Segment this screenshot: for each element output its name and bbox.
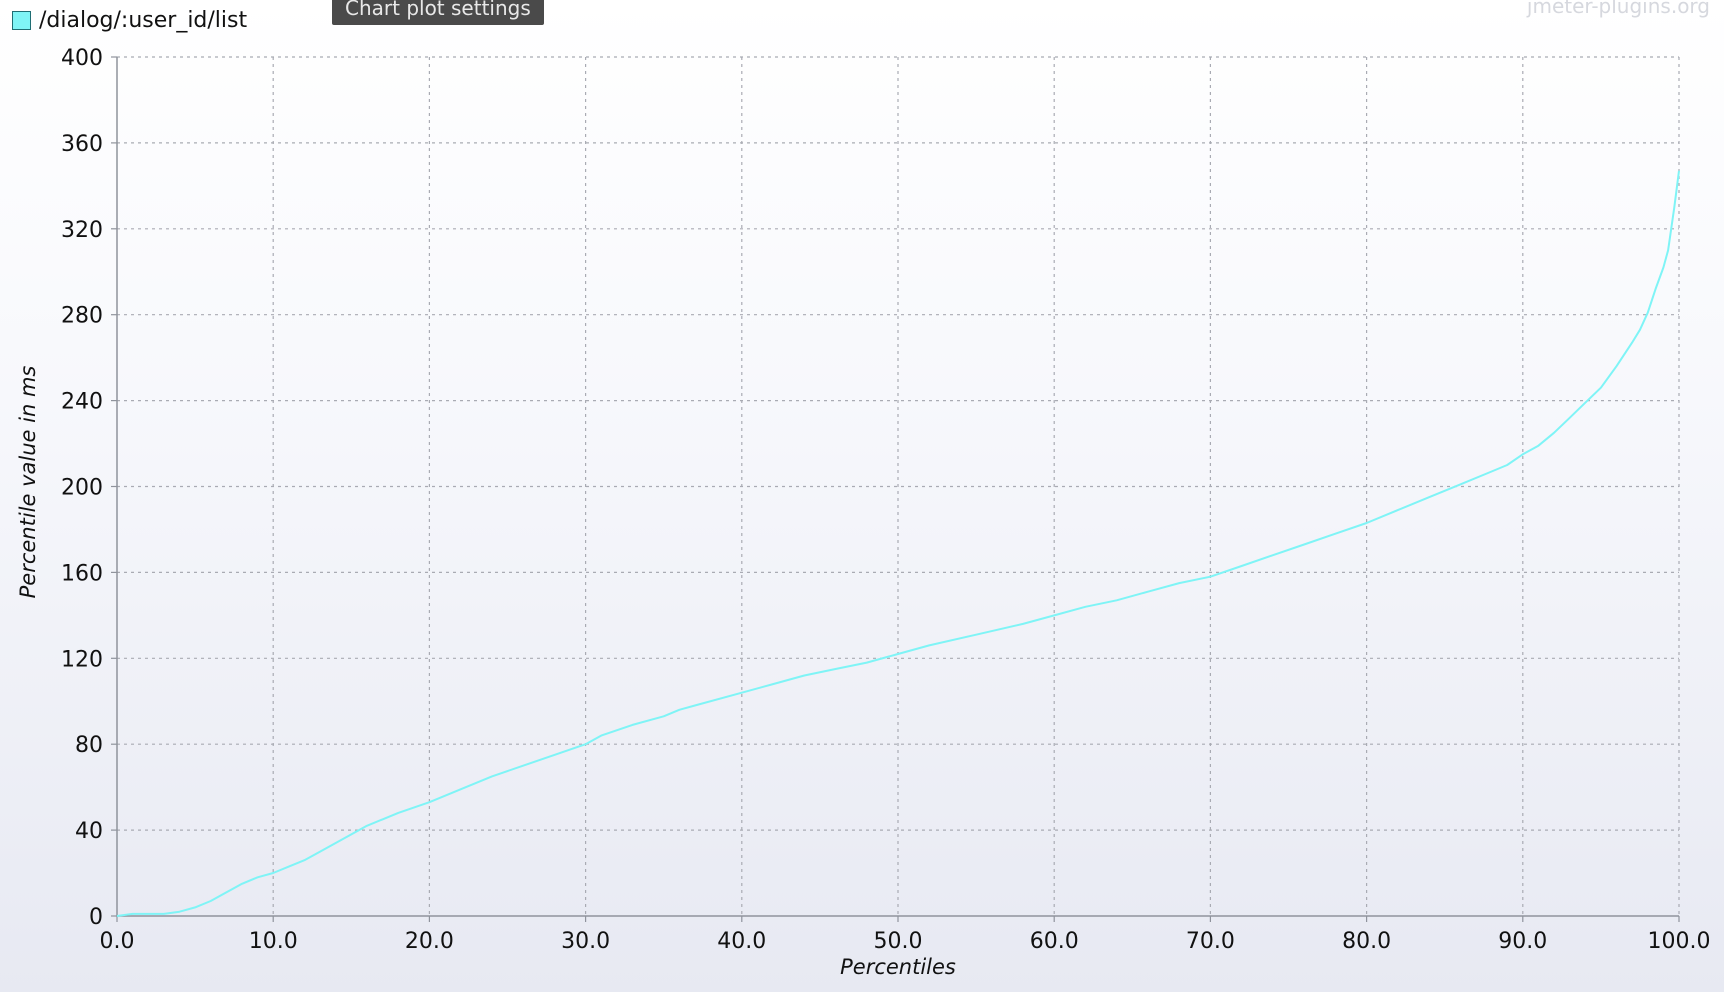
x-axis-label: Percentiles: [840, 955, 956, 979]
x-tick-label: 100.0: [1648, 929, 1711, 954]
x-tick-label: 10.0: [249, 929, 298, 954]
y-tick-label: 80: [75, 733, 103, 758]
y-tick-label: 240: [61, 390, 103, 415]
y-tick-label: 320: [61, 218, 103, 243]
legend: /dialog/:user_id/list: [12, 8, 247, 33]
y-tick-label: 120: [61, 647, 103, 672]
series-lines: [116, 170, 1680, 917]
y-tick-label: 0: [89, 905, 103, 930]
y-tick-label: 360: [61, 132, 103, 157]
x-tick-label: 90.0: [1498, 929, 1547, 954]
legend-label: /dialog/:user_id/list: [39, 8, 248, 33]
y-tick-label: 40: [75, 819, 103, 844]
x-tick-label: 40.0: [717, 929, 766, 954]
x-tick-label: 80.0: [1342, 929, 1391, 954]
y-tick-label: 400: [61, 46, 103, 71]
axes: [111, 56, 1680, 922]
y-tick-label: 280: [61, 304, 103, 329]
y-tick-label: 200: [61, 476, 103, 501]
y-tick-label: 160: [61, 561, 103, 586]
x-tick-label: 60.0: [1030, 929, 1079, 954]
x-tick-label: 30.0: [561, 929, 610, 954]
x-tick-label: 50.0: [874, 929, 923, 954]
y-axis-label: Percentile value in ms: [16, 365, 40, 599]
chart-plot-settings-button[interactable]: Chart plot settings: [332, 0, 544, 25]
series-line: [116, 170, 1680, 917]
grid-lines: [117, 56, 1680, 916]
x-tick-label: 70.0: [1186, 929, 1235, 954]
x-tick-label: 20.0: [405, 929, 454, 954]
legend-swatch: [12, 11, 31, 30]
tick-labels: 0.0 10.0 20.0 30.0 40.0 50.0 60.0 70.0 80.0 90.0 1…: [61, 46, 1710, 954]
x-tick-label: 0.0: [100, 929, 135, 954]
watermark: jmeter-plugins.org: [1526, 0, 1710, 18]
